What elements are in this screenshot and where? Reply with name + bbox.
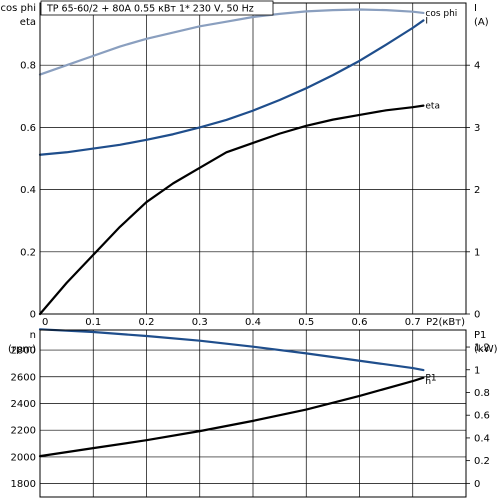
right-axis-tick-label: 1: [474, 247, 480, 258]
left-axis-tick-label: 0: [30, 310, 36, 321]
right-axis-tick-label: 1: [474, 365, 480, 376]
text-layer: 0 0.2 0.4 0.6 0.8 0 1 2 3 4 cos phi eta I (A) 0 0.1 0.2 0…: [1, 3, 498, 490]
series-line-i: [38, 19, 425, 156]
right-axis-tick-label: 4: [474, 61, 480, 72]
left-axis-tick-label: 0.6: [20, 123, 36, 134]
left-axis-tick-label: 0.8: [20, 61, 36, 72]
series-label-eta: eta: [425, 102, 440, 112]
right-axis-tick-label: 2: [474, 185, 480, 196]
left-axis-tick-label: 2200: [11, 426, 36, 437]
right-axis-tick-label: 1.2: [474, 343, 490, 354]
x-axis-tick-label: 0.3: [192, 317, 208, 328]
x-axis-tick-label: 0.6: [352, 317, 368, 328]
x-axis-tick-label: 0.7: [405, 317, 421, 328]
plot-frame: [39, 329, 467, 498]
grid-layer: [40, 3, 466, 497]
x-axis-tick-label: 0.5: [298, 317, 314, 328]
x-axis-tick-label: 0: [42, 317, 48, 328]
series-line-eta: [38, 104, 425, 316]
header-box: [40, 0, 274, 16]
right-axis-tick-label: 3: [474, 123, 480, 134]
right-axis-tick-label: 0.2: [474, 456, 490, 467]
right-axis-title: I: [474, 3, 477, 14]
series-line-p1: [38, 376, 425, 458]
right-axis-title: (kW): [474, 344, 498, 355]
right-axis-tick-label: 0.4: [474, 433, 490, 444]
left-axis-title: (rpm): [8, 344, 36, 355]
header-title: TP 65-60/2 + 80A 0.55 кВт 1* 230 V, 50 H…: [46, 4, 254, 15]
left-axis-tick-label: 2400: [11, 399, 36, 410]
left-axis-tick-label: 2600: [11, 372, 36, 383]
left-axis-tick-label: 2800: [11, 346, 36, 357]
series-label-n: n: [425, 377, 431, 387]
x-axis-tick-label: 0.4: [245, 317, 261, 328]
right-axis-tick-label: 0: [474, 310, 480, 321]
right-axis-title: P1: [474, 330, 486, 341]
left-axis-tick-label: 0.4: [20, 185, 36, 196]
left-axis-tick-label: 1800: [11, 479, 36, 490]
series-layer: [38, 8, 425, 458]
frame-layer: [39, 2, 470, 498]
series-line-n: [38, 328, 425, 372]
right-axis-title: (A): [474, 17, 489, 28]
right-axis-tick-label: 0.6: [474, 411, 490, 422]
left-axis-title: n: [30, 330, 36, 341]
right-axis-tick-label: 0: [474, 479, 480, 490]
x-axis-title: P2(кВт): [426, 317, 465, 328]
x-axis-tick-label: 0.1: [85, 317, 101, 328]
right-axis-tick-label: 0.8: [474, 388, 490, 399]
left-axis-title: cos phi: [1, 3, 36, 14]
left-axis-title: eta: [20, 17, 36, 28]
left-axis-tick-label: 2000: [11, 452, 36, 463]
series-label-i: I: [425, 16, 428, 26]
series-line-cos-phi: [38, 8, 425, 76]
series-label-p1: P1: [425, 374, 436, 384]
x-axis-tick-label: 0.2: [139, 317, 155, 328]
series-label-cos-phi: cos phi: [425, 9, 457, 19]
left-axis-tick-label: 0.2: [20, 247, 36, 258]
